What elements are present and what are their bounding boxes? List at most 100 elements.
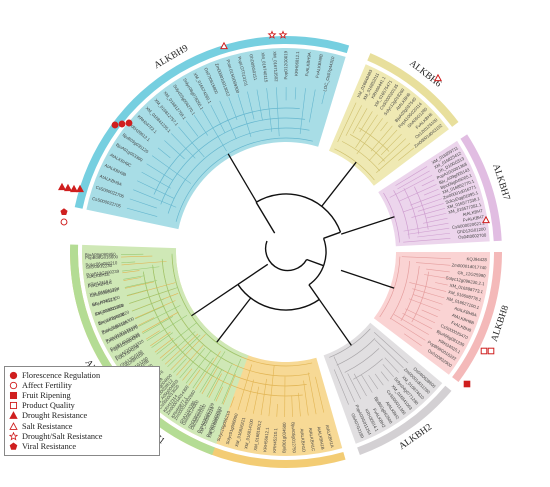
leaf-label: XM_016810012: [253, 420, 263, 451]
legend-item-fertility: Affect Fertility: [9, 380, 155, 390]
tree-branch: [126, 207, 158, 217]
tree-branch: [393, 314, 429, 335]
tree-branch: [152, 264, 225, 372]
tree-branch: [294, 87, 297, 100]
tree-branch: [315, 376, 325, 413]
trait-marker: [64, 183, 72, 192]
leaf-label: PopB13G000239: [86, 269, 120, 278]
legend-label: Drought Resistance: [22, 411, 88, 421]
leaf-label: GhD05G2230: [85, 263, 112, 270]
tree-branch: [221, 358, 242, 405]
tree-branch: [199, 351, 226, 393]
leaf-label: KQJ94428: [466, 256, 487, 262]
tree-branch: [142, 271, 215, 378]
clade-ring-alkbh6: [367, 53, 459, 127]
tree-branch: [361, 374, 373, 393]
legend-item-salt: Salt Resistance: [9, 421, 155, 431]
leaf-label: GhD12G01200: [457, 226, 487, 234]
clade-stem: [340, 216, 395, 235]
leaf-label: FvALKBH7: [462, 214, 484, 223]
tree-branch: [416, 262, 451, 266]
tree-backbone: [237, 263, 269, 286]
tree-branch: [215, 386, 223, 402]
leaf-label: AtALKBH1B: [316, 426, 325, 450]
leaf-label: Zm00001d017740: [451, 263, 487, 271]
tree-branch: [374, 339, 404, 369]
leaf-label: GhD09G0151: [248, 54, 258, 82]
tree-backbone: [237, 284, 320, 311]
trait-marker: [487, 347, 495, 355]
tree-branch: [121, 255, 153, 258]
tree-branch: [142, 316, 174, 334]
tree-branch: [146, 163, 173, 181]
tree-branch: [347, 373, 361, 400]
legend-item-viral: Viral Resistance: [9, 441, 155, 451]
leaf-label: XM_016561234: [89, 286, 120, 298]
tree-branch: [291, 395, 293, 417]
trait-marker: [125, 119, 133, 127]
tree-branch: [156, 322, 197, 355]
tree-branch: [426, 212, 447, 219]
trait-marker: [9, 421, 18, 430]
tree-branch: [390, 317, 426, 341]
tree-branch: [188, 369, 201, 386]
clade-stem: [318, 299, 352, 346]
tree-branch: [210, 104, 226, 133]
clade-stem: [191, 283, 239, 317]
tree-branch: [389, 175, 433, 198]
tree-branch: [161, 258, 234, 365]
tree-branch: [397, 170, 430, 190]
leaf-label: Os04t0602700: [458, 232, 487, 239]
trait-marker: [267, 30, 277, 39]
tree-branch: [141, 171, 171, 189]
trait-marker: [9, 381, 18, 389]
droughtsalt-marker-icon: [9, 431, 18, 441]
tree-branch: [345, 105, 362, 136]
tree-backbone: [306, 258, 324, 267]
tree-branch: [154, 337, 174, 353]
tree-branch: [193, 114, 209, 136]
tree-branch: [126, 282, 176, 297]
tree-branch: [121, 261, 136, 264]
tree-branch: [380, 371, 389, 382]
tree-branch: [380, 121, 388, 132]
tree-branch: [337, 102, 357, 143]
tree-branch: [321, 91, 326, 105]
tree-branch: [129, 198, 157, 209]
tree-backbone: [264, 240, 308, 272]
salt-marker-icon: [9, 421, 18, 430]
tree-branch: [237, 94, 252, 137]
tree-branch: [201, 366, 219, 395]
quality-marker-icon: [9, 402, 18, 410]
tree-branch: [276, 404, 278, 417]
tree-branch: [157, 147, 171, 159]
tree-branch: [407, 227, 450, 235]
clade-sector-alkbh9: [86, 47, 346, 230]
fertility-marker-icon: [9, 381, 18, 389]
trait-marker: [434, 73, 442, 82]
ripening-marker-icon: [9, 391, 18, 399]
tree-branch: [353, 358, 383, 380]
tree-branch: [164, 333, 199, 365]
leaf-label: AtALKBH1D: [299, 428, 306, 452]
tree-backbone: [323, 231, 341, 239]
leaf-label: AtALKBH1A: [325, 424, 335, 448]
trait-marker: [9, 391, 18, 399]
tree-branch: [201, 109, 227, 152]
leaf-label: BjuA05g012750: [291, 422, 297, 453]
leaf-label: BjuB01g034500: [282, 422, 287, 453]
leaf-label: CsS000003417: [89, 287, 120, 299]
leaf-label: AtALKBH1C: [308, 427, 316, 451]
tree-backbone: [255, 201, 276, 234]
clade-ring-alkbh7: [460, 134, 502, 242]
tree-branch: [329, 328, 371, 358]
trait-legend: Florescence Regulation Affect Fertility Fr…: [4, 366, 160, 456]
tree-branch: [333, 369, 349, 405]
tree-branch: [403, 237, 451, 243]
tree-branch: [256, 89, 263, 121]
tree-branch: [266, 88, 273, 132]
tree-branch: [421, 179, 435, 187]
tree-branch: [252, 386, 260, 414]
tree-branch: [374, 332, 409, 364]
tree-branch: [260, 378, 267, 416]
